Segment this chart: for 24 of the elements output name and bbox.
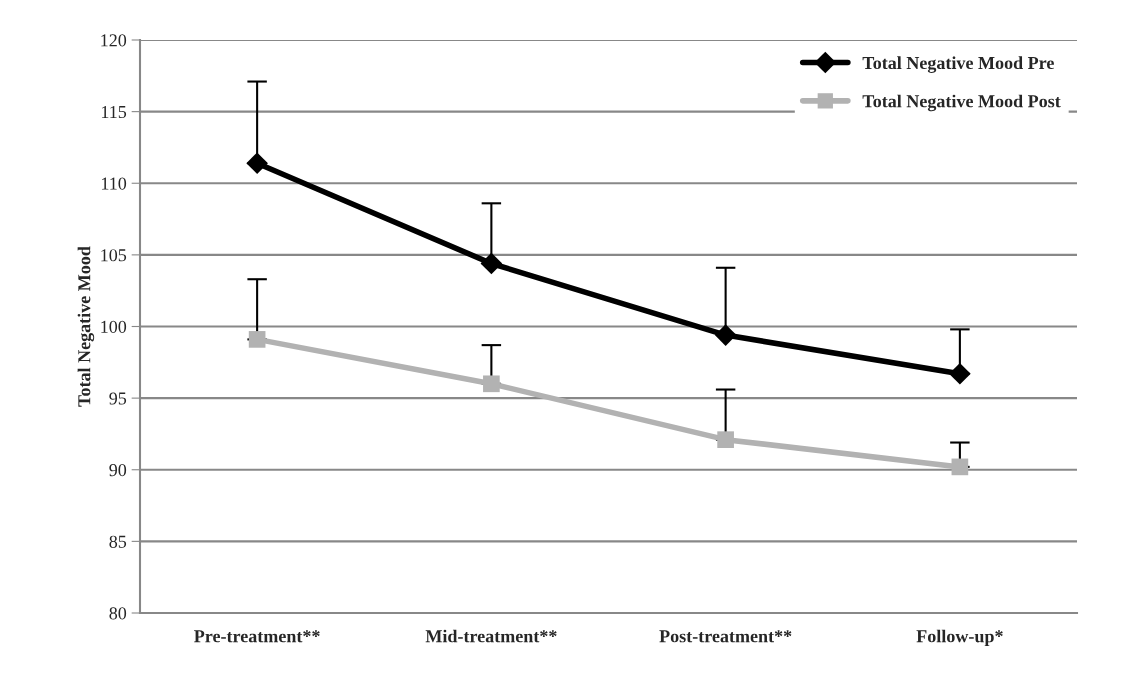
- y-tick-label: 90: [109, 464, 127, 477]
- legend-label: Total Negative Mood Pre: [862, 56, 1054, 73]
- x-tick-label: Post-treatment**: [659, 630, 792, 643]
- point: [717, 431, 734, 448]
- y-tick-label: 120: [101, 34, 127, 47]
- legend-label: Total Negative Mood Post: [862, 94, 1061, 112]
- x-tick-label: Follow-up*: [916, 629, 1003, 647]
- y-tick-label: 110: [101, 177, 127, 190]
- y-tick-label: 105: [101, 249, 127, 262]
- y-tick-label: 100: [101, 320, 127, 333]
- point: [248, 331, 266, 348]
- y-tick-label: 80: [109, 607, 127, 620]
- point: [480, 252, 503, 275]
- y-tick-label: 115: [101, 105, 127, 119]
- point: [714, 324, 737, 346]
- point: [246, 152, 268, 174]
- y-tick-label: 95: [109, 392, 127, 405]
- y-tick-label: 85: [109, 535, 127, 548]
- y-axis-title: Total Negative Mood: [77, 246, 95, 407]
- point: [949, 362, 971, 385]
- point: [483, 375, 500, 393]
- x-tick-label: Pre-treatment**: [194, 630, 320, 643]
- point: [951, 458, 969, 476]
- x-tick-label: Mid-treatment**: [425, 629, 557, 643]
